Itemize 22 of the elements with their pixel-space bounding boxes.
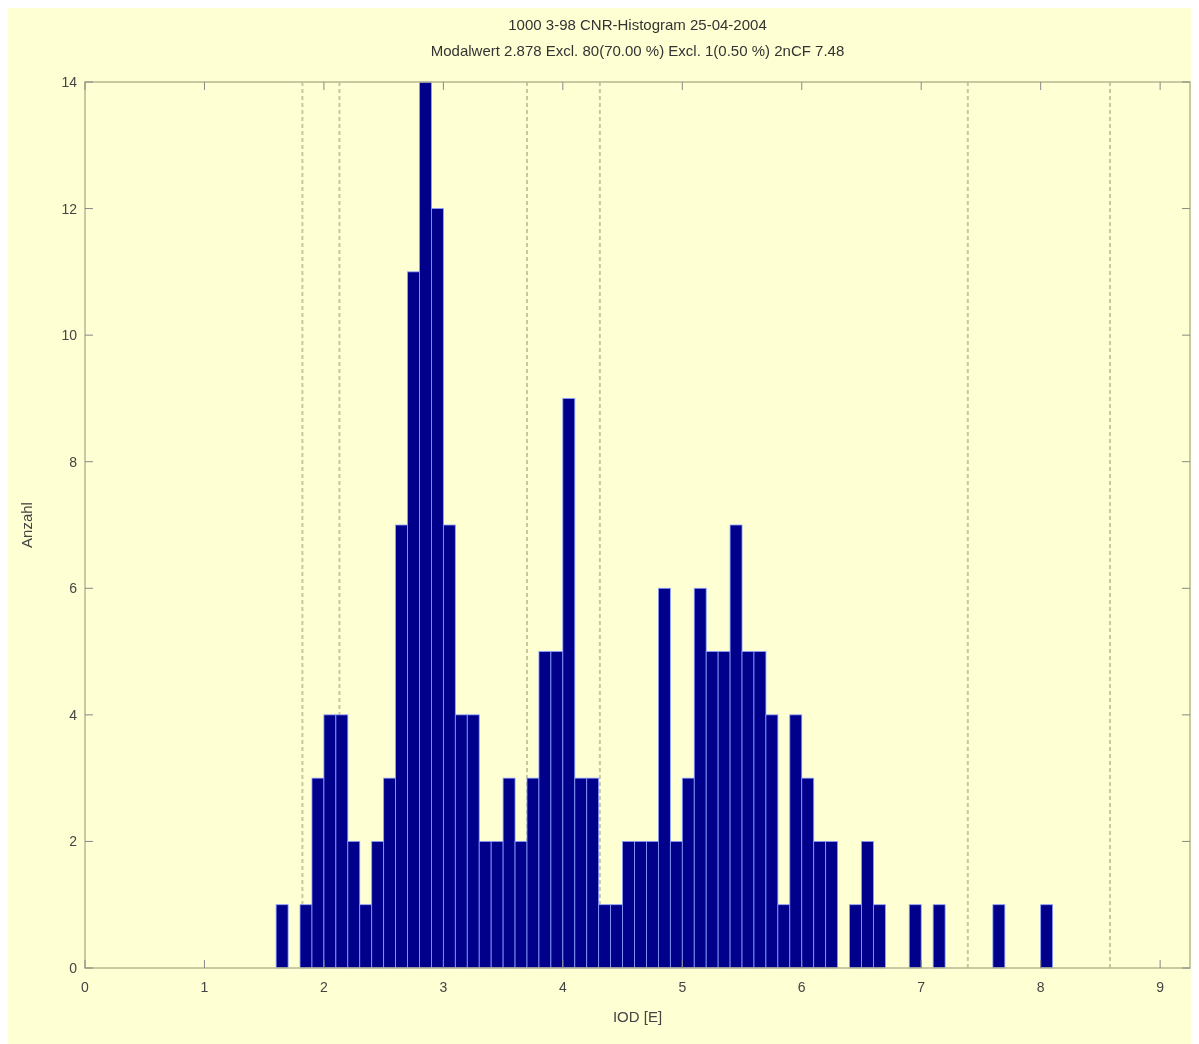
y-tick-label: 6: [69, 580, 78, 597]
y-tick-label: 12: [61, 200, 78, 217]
y-tick-label: 8: [69, 453, 78, 470]
y-tick-label: 2: [69, 833, 78, 850]
y-tick-label: 4: [69, 706, 78, 723]
chart-subtitle: Modalwert 2.878 Excl. 80(70.00 %) Excl. 1(0.50 %) 2nCF 7.48: [430, 42, 845, 59]
x-tick-label: 8: [1036, 979, 1045, 995]
x-tick-label: 1: [200, 979, 209, 995]
x-tick-label: 7: [917, 979, 926, 995]
x-axis-title: IOD [E]: [612, 1008, 663, 1025]
y-tick-label: 0: [69, 960, 78, 976]
y-tick-label: 14: [61, 74, 78, 90]
x-tick-label: 5: [678, 979, 687, 995]
x-tick-label: 9: [1156, 979, 1165, 995]
x-tick-label: 4: [558, 979, 567, 995]
y-axis-title: Anzahl: [18, 502, 35, 548]
x-tick-label: 2: [320, 979, 329, 995]
chart-title: 1000 3-98 CNR-Histogram 25-04-2004: [508, 16, 767, 33]
x-tick-label: 6: [797, 979, 806, 995]
x-tick-label: 0: [81, 979, 90, 995]
y-tick-label: 10: [61, 327, 78, 344]
x-tick-label: 3: [439, 979, 448, 995]
